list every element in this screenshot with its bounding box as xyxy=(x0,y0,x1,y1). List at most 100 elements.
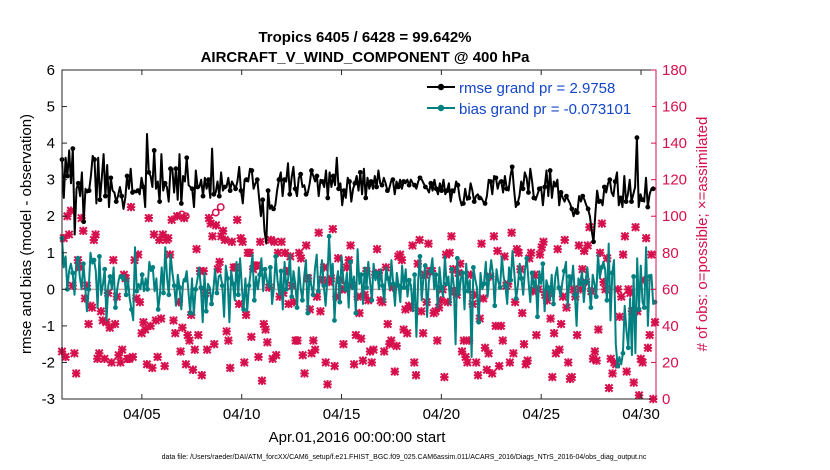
rmse-point xyxy=(287,191,293,197)
obs-assimilated-marker-path xyxy=(158,230,168,239)
obs-assimilated-marker-path xyxy=(613,285,623,294)
rmse-point xyxy=(70,146,76,151)
bias-point xyxy=(433,272,439,278)
obs-assimilated-marker xyxy=(126,202,136,212)
obs-assimilated-marker-path xyxy=(553,244,562,254)
obs-assimilated-marker-path xyxy=(300,369,309,378)
obs-assimilated-marker xyxy=(645,330,654,340)
obs-assimilated-marker xyxy=(321,358,331,367)
bias-point xyxy=(476,319,482,325)
obs-assimilated-marker-path xyxy=(121,274,131,283)
obs-assimilated-marker-path xyxy=(351,330,361,340)
rmse-point xyxy=(281,177,287,183)
obs-assimilated-marker xyxy=(629,378,639,387)
obs-assimilated-marker-path xyxy=(457,347,467,356)
obs-assimilated-marker xyxy=(478,294,488,303)
obs-assimilated-marker xyxy=(342,263,352,272)
bias-point xyxy=(348,259,353,265)
rmse-point xyxy=(612,179,618,184)
obs-assimilated-marker xyxy=(450,286,460,296)
rmse-point xyxy=(222,184,228,190)
chart-title-line-1: Tropics 6405 / 6428 = 99.642% xyxy=(258,29,471,46)
obs-assimilated-marker xyxy=(353,292,362,301)
obs-assimilated-marker-path xyxy=(572,330,582,340)
obs-assimilated-marker-path xyxy=(284,299,293,309)
rmse-point xyxy=(390,177,396,183)
obs-assimilated-marker xyxy=(82,281,92,290)
obs-assimilated-marker xyxy=(349,359,359,369)
rmse-point xyxy=(303,191,309,197)
obs-assimilated-marker xyxy=(484,348,493,358)
rmse-point xyxy=(428,180,434,186)
right-y-tick-label: 160 xyxy=(662,99,687,116)
obs-assimilated-marker xyxy=(98,316,108,325)
obs-assimilated-marker-path xyxy=(326,274,336,283)
obs-assimilated-marker xyxy=(514,248,524,258)
rmse-point xyxy=(422,184,428,190)
bias-point xyxy=(267,265,273,270)
obs-assimilated-marker xyxy=(155,235,164,245)
rmse-point xyxy=(455,182,461,188)
rmse-point xyxy=(553,182,558,188)
obs-assimilated-marker xyxy=(199,266,208,276)
obs-assimilated-marker xyxy=(358,356,368,365)
obs-assimilated-marker-path xyxy=(583,241,593,250)
rmse-point xyxy=(140,184,146,190)
obs-assimilated-marker xyxy=(151,316,161,325)
obs-assimilated-marker-path xyxy=(280,248,290,258)
bias-point xyxy=(503,283,508,289)
obs-assimilated-marker xyxy=(270,237,279,247)
obs-assimilated-marker xyxy=(487,369,497,378)
obs-assimilated-marker-path xyxy=(493,246,502,256)
obs-assimilated-marker xyxy=(188,365,198,375)
bias-point xyxy=(273,254,279,259)
rmse-point xyxy=(650,186,656,192)
bias-point xyxy=(161,290,166,296)
obs-assimilated-marker-path xyxy=(202,345,212,354)
obs-assimilated-marker-path xyxy=(63,211,72,221)
obs-assimilated-marker-path xyxy=(592,356,601,365)
obs-assimilated-marker xyxy=(280,248,290,258)
obs-assimilated-marker-path xyxy=(270,237,279,247)
obs-assimilated-marker-path xyxy=(523,356,532,365)
obs-assimilated-marker-path xyxy=(632,306,642,316)
obs-assimilated-marker-path xyxy=(480,343,490,353)
obs-assimilated-marker-path xyxy=(558,292,568,301)
obs-assimilated-marker-path xyxy=(255,237,265,247)
rmse-point xyxy=(645,204,651,210)
obs-assimilated-marker xyxy=(105,323,115,333)
rmse-point xyxy=(520,186,526,192)
bias-point xyxy=(337,299,343,305)
rmse-point xyxy=(178,201,184,206)
obs-assimilated-marker xyxy=(602,253,612,263)
obs-assimilated-marker xyxy=(594,325,603,334)
obs-assimilated-marker xyxy=(317,275,327,285)
obs-assimilated-marker xyxy=(436,295,446,305)
obs-assimilated-marker xyxy=(192,244,201,254)
obs-assimilated-marker-path xyxy=(585,222,594,232)
obs-assimilated-marker-path xyxy=(107,358,116,367)
obs-assimilated-marker xyxy=(333,253,343,263)
obs-assimilated-marker xyxy=(369,345,378,354)
rmse-point xyxy=(195,184,200,190)
obs-assimilated-marker-path xyxy=(199,266,208,276)
bias-point xyxy=(257,272,263,278)
rmse-point xyxy=(374,184,379,190)
obs-assimilated-marker xyxy=(509,348,518,358)
rmse-point xyxy=(168,166,173,172)
bias-point xyxy=(75,255,81,261)
obs-assimilated-marker xyxy=(500,252,509,261)
obs-assimilated-marker-path xyxy=(101,317,111,327)
rmse-point xyxy=(460,201,466,206)
obs-assimilated-marker xyxy=(209,339,219,349)
obs-assimilated-marker-path xyxy=(510,297,520,307)
obs-assimilated-marker-path xyxy=(61,352,70,362)
obs-assimilated-marker-path xyxy=(418,328,428,338)
obs-assimilated-marker-path xyxy=(567,372,577,382)
obs-assimilated-marker xyxy=(109,255,118,265)
obs-assimilated-marker xyxy=(100,354,109,364)
bias-point xyxy=(524,255,530,261)
rmse-point xyxy=(395,184,401,190)
obs-assimilated-marker xyxy=(466,270,476,280)
